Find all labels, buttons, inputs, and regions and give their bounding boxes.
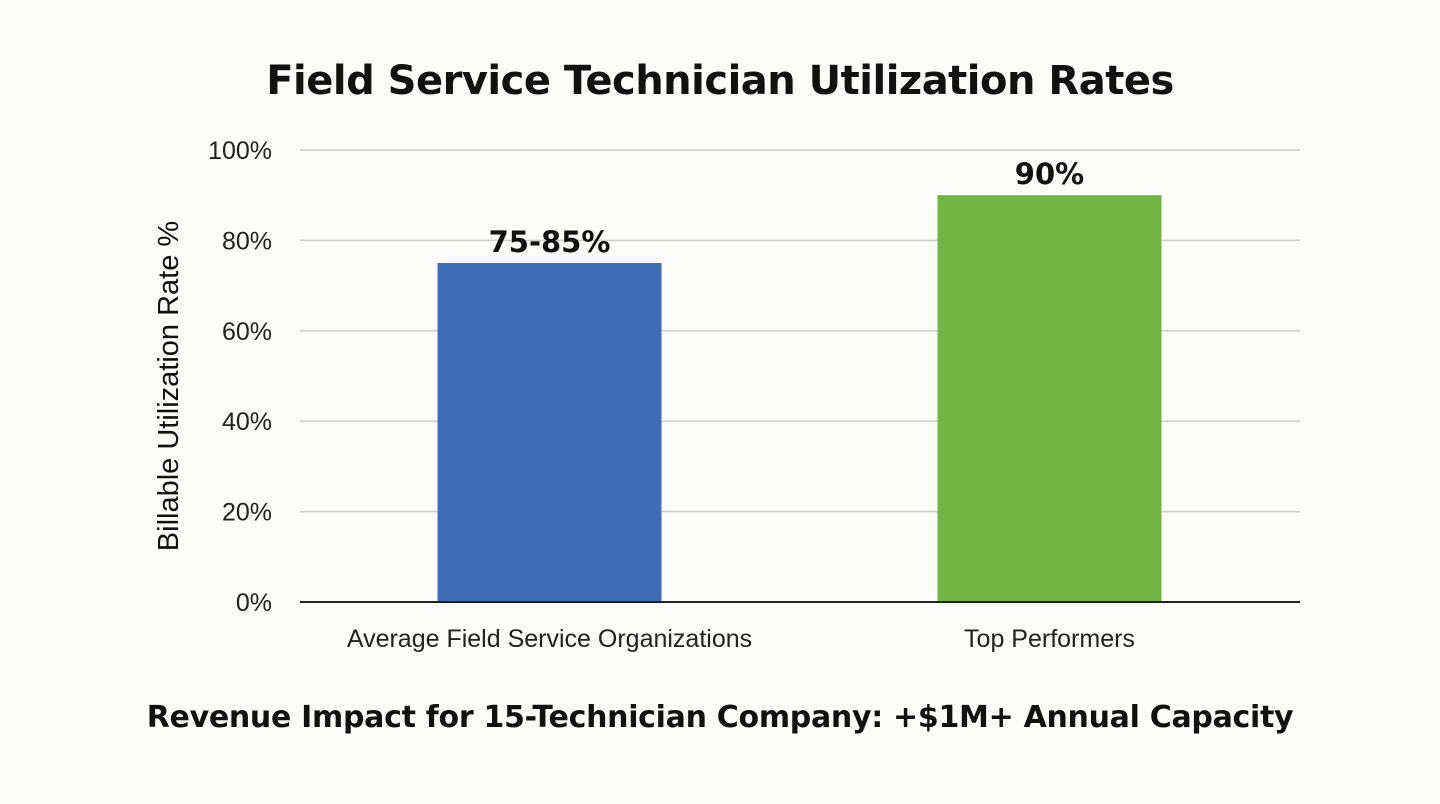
category-label-1: Average Field Service Organizations xyxy=(347,625,752,653)
y-axis-label: Billable Utilization Rate % xyxy=(153,221,185,551)
bars xyxy=(437,195,1162,602)
y-tick-label: 20% xyxy=(222,499,272,527)
y-tick-label: 0% xyxy=(236,589,272,617)
category-label-2: Top Performers xyxy=(964,625,1135,653)
bar-2 xyxy=(937,195,1162,602)
bar-chart: 0% 20% 40% 60% 80% 100% 75-85% 90% Average Fie… xyxy=(153,137,1300,653)
y-tick-label: 40% xyxy=(222,408,272,436)
y-tick-label: 100% xyxy=(208,137,272,165)
footer-note: Revenue Impact for 15-Technician Company… xyxy=(146,700,1294,735)
y-tick-label: 80% xyxy=(222,227,272,255)
chart-title: Field Service Technician Utilization Rat… xyxy=(266,58,1174,104)
y-axis-ticks: 0% 20% 40% 60% 80% 100% xyxy=(208,137,272,617)
data-label-1: 75-85% xyxy=(489,225,611,259)
x-axis-categories: Average Field Service Organizations Top P… xyxy=(347,625,1135,653)
data-labels: 75-85% 90% xyxy=(489,157,1085,259)
bar-1 xyxy=(437,263,662,602)
data-label-2: 90% xyxy=(1015,157,1084,191)
y-tick-label: 60% xyxy=(222,318,272,346)
